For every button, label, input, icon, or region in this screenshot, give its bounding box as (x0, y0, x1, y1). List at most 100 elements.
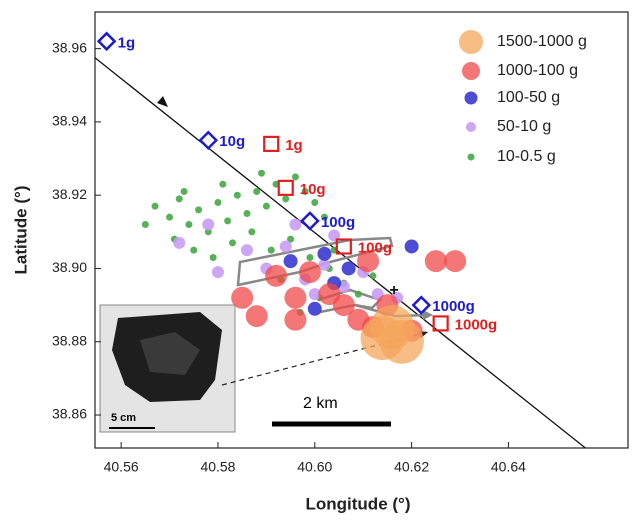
data-point (424, 250, 447, 273)
trajectory-arrowhead (157, 96, 168, 107)
data-point (370, 305, 415, 350)
data-point (282, 195, 290, 203)
data-point (265, 264, 288, 287)
legend-label: 1000-100 g (497, 62, 578, 79)
y-axis-label: Latitude (°) (11, 186, 30, 275)
square-label: 10g (300, 181, 326, 198)
legend-marker (462, 62, 480, 80)
legend-marker (459, 30, 483, 54)
data-point (357, 250, 380, 273)
data-point (287, 235, 295, 243)
data-point (219, 180, 227, 188)
data-point (332, 294, 355, 317)
data-point (283, 254, 298, 269)
y-tick-label: 38.94 (52, 113, 87, 129)
y-tick-label: 38.86 (52, 406, 87, 422)
legend-marker (464, 91, 478, 105)
data-point (151, 202, 159, 210)
data-point (284, 308, 307, 331)
diamond-label: 100g (321, 214, 355, 231)
data-point (289, 218, 302, 231)
square-marker (432, 315, 449, 332)
data-point (301, 188, 309, 196)
x-tick-label: 40.64 (491, 459, 526, 475)
data-point (341, 261, 356, 276)
data-point (317, 246, 332, 261)
data-point (166, 213, 174, 221)
data-point (233, 191, 241, 199)
data-point (444, 250, 467, 273)
square-marker (335, 238, 352, 255)
data-point (354, 290, 362, 298)
x-tick-label: 40.60 (297, 459, 332, 475)
data-point (262, 202, 270, 210)
data-point (320, 213, 328, 221)
data-point (318, 258, 331, 271)
plot-frame (94, 11, 629, 449)
data-point (253, 188, 261, 196)
data-point (190, 246, 198, 254)
data-point (195, 206, 203, 214)
data-point (311, 199, 319, 207)
gray-arrowhead (423, 310, 433, 320)
square-label: 1000g (455, 316, 498, 333)
data-point (224, 217, 232, 225)
data-point (284, 286, 307, 309)
data-point (173, 236, 186, 249)
data-point (369, 272, 377, 280)
data-point (141, 221, 149, 229)
data-point (267, 246, 275, 254)
scale-bar-label: 2 km (303, 395, 338, 412)
data-point (185, 221, 193, 229)
meteorite-texture (140, 332, 200, 375)
data-point (298, 261, 321, 284)
data-point (231, 286, 254, 309)
inset-photo: 5 cm (99, 304, 236, 433)
y-tick-label: 38.88 (52, 332, 87, 348)
x-tick-label: 40.62 (394, 459, 429, 475)
data-point (211, 266, 224, 279)
square-marker (263, 135, 280, 152)
inset-scale-label: 5 cm (111, 412, 136, 424)
legend-label: 10-0.5 g (497, 148, 556, 165)
x-tick-label: 40.58 (200, 459, 235, 475)
y-tick-label: 38.96 (52, 39, 87, 55)
x-axis-label: Longitude (°) (306, 494, 411, 513)
data-point (291, 173, 299, 181)
diamond-marker (411, 295, 432, 315)
diamond-marker (198, 130, 219, 151)
legend-marker (467, 153, 475, 161)
data-point (308, 288, 321, 301)
data-point (202, 218, 215, 231)
data-point (241, 244, 254, 257)
legend-marker (466, 122, 476, 132)
data-point (307, 301, 322, 316)
diamond-label: 1g (118, 34, 136, 51)
square-label: 100g (358, 239, 392, 256)
legend-label: 50-10 g (497, 118, 551, 135)
data-point (175, 195, 183, 203)
diamond-label: 10g (219, 133, 245, 150)
data-point (209, 253, 217, 261)
data-point (258, 169, 266, 177)
square-label: 1g (285, 137, 303, 154)
data-point (306, 253, 314, 261)
legend-label: 1500-1000 g (497, 33, 587, 50)
data-point (404, 239, 419, 254)
center-cross: + (389, 282, 398, 299)
y-tick-label: 38.92 (52, 186, 87, 202)
data-point (214, 199, 222, 207)
diamond-label: 1000g (432, 298, 475, 315)
y-tick-label: 38.90 (52, 259, 87, 275)
diamond-marker (300, 211, 320, 231)
x-tick-label: 40.56 (104, 459, 139, 475)
data-point (180, 188, 188, 196)
data-point (245, 305, 268, 328)
legend-label: 100-50 g (497, 89, 560, 106)
data-point (279, 240, 292, 253)
data-point (243, 210, 251, 218)
square-marker (277, 179, 294, 196)
diamond-marker (96, 31, 117, 52)
data-point (228, 239, 236, 247)
